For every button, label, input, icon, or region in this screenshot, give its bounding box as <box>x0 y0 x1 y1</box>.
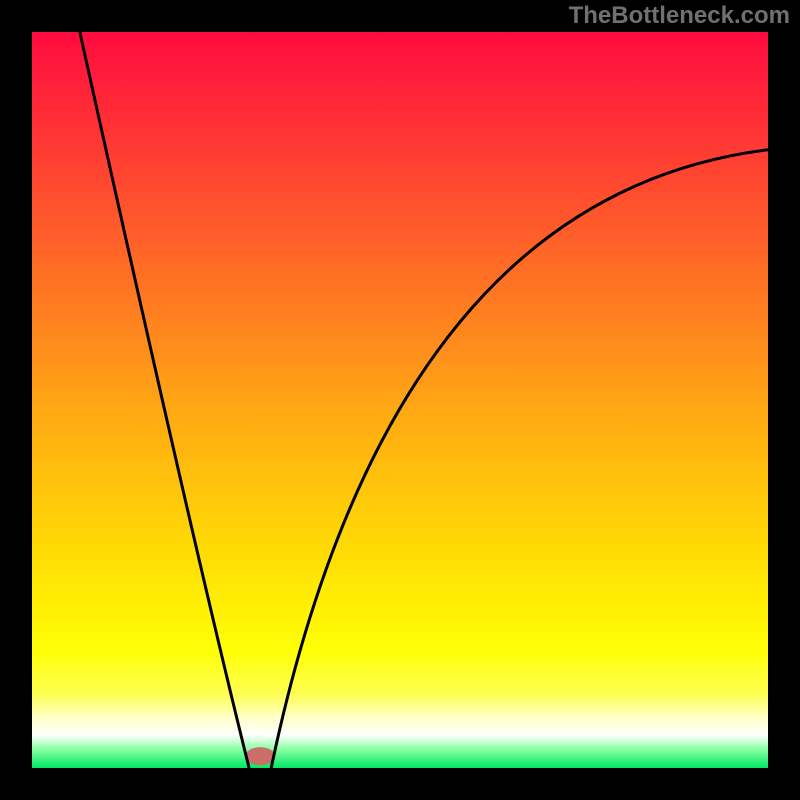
gradient-background <box>32 32 768 768</box>
plot-area <box>32 32 768 768</box>
attribution-text: TheBottleneck.com <box>569 2 790 30</box>
optimum-marker <box>245 747 275 765</box>
chart-svg <box>32 32 768 768</box>
